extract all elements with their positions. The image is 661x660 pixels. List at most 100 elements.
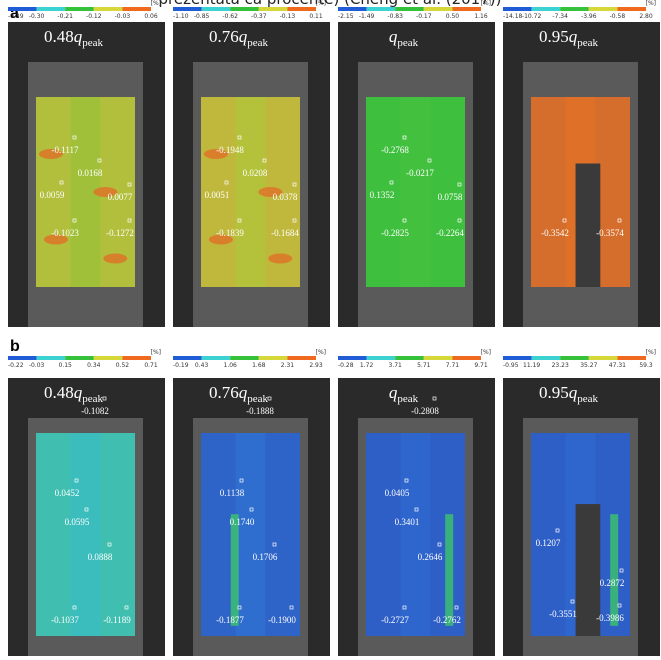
strain-value: 0.0059: [40, 190, 65, 200]
panel: -0.95 11.19 23.23 35.27 47.31 59.3 [%] 0.95qpea…: [503, 349, 660, 656]
colorbar-segment: [93, 356, 123, 360]
measure-point: [562, 218, 567, 223]
strain-spot: [258, 187, 283, 197]
measure-point: [74, 478, 79, 483]
colorbar-tick: 11.19: [523, 362, 540, 369]
measure-point: [570, 599, 575, 604]
colorbar-tick: 2.80: [639, 13, 653, 20]
panel-label: a: [10, 5, 19, 22]
title-sub: peak: [397, 37, 418, 49]
panel-title: 0.76qpeak: [209, 383, 269, 405]
measure-point: [292, 182, 297, 187]
measure-point: [617, 218, 622, 223]
strain-value: 0.1740: [230, 517, 255, 527]
title-q: q: [389, 27, 398, 46]
measure-point: [224, 180, 229, 185]
colorbar-segment: [230, 7, 259, 11]
colorbar-tick: -0.83: [387, 13, 403, 20]
colorbar-segment: [201, 7, 231, 11]
panel: -0.39 -0.30 -0.21 -0.12 -0.03 0.06 [%] 0.48qpea…: [8, 0, 165, 327]
colorbar-unit: [%]: [151, 349, 161, 356]
colorbar-tick: 0.06: [144, 13, 158, 20]
strain-value: -0.2727: [381, 615, 409, 625]
measure-point: [124, 605, 129, 610]
panel-title: 0.95qpeak: [539, 27, 599, 49]
title-q: q: [569, 27, 578, 46]
strain-field-band: [400, 97, 431, 287]
panel-title: qpeak: [389, 383, 419, 405]
strain-value: 0.0208: [243, 168, 268, 178]
colorbar-tick: 1.16: [474, 13, 488, 20]
panel: -0.19 0.43 1.06 1.68 2.31 2.93[%]0.76qpeak-0.…: [173, 349, 330, 656]
colorbar-segment: [287, 7, 316, 11]
colorbar-tick: -0.22: [8, 362, 24, 369]
colorbar-tick: -0.13: [280, 13, 296, 20]
measure-point: [457, 182, 462, 187]
title-q: q: [239, 27, 248, 46]
strain-value: -0.1684: [271, 228, 299, 238]
colorbar-tick: -0.30: [29, 13, 45, 20]
strain-value: -0.2264: [436, 228, 464, 238]
colorbar-tick: -1.10: [173, 13, 189, 20]
strain-value: 0.1352: [370, 190, 395, 200]
measure-point: [127, 182, 132, 187]
measure-point: [84, 507, 89, 512]
measure-point: [262, 158, 267, 163]
strain-field-band: [70, 433, 101, 636]
colorbar-tick: 5.71: [417, 362, 431, 369]
colorbar-segment: [258, 356, 288, 360]
colorbar-tick: 1.06: [224, 362, 238, 369]
title-sub: peak: [82, 37, 103, 49]
colorbar-tick: -0.03: [29, 362, 45, 369]
colorbar-segment: [560, 356, 589, 360]
colorbar-unit: [%]: [481, 0, 491, 7]
title-sub: peak: [247, 393, 268, 405]
measure-point: [237, 135, 242, 140]
measure-point: [555, 528, 560, 533]
colorbar-tick: -0.21: [57, 13, 73, 20]
panel: -14.18 -10.72 -7.34 -3.96 -0.58 2.80 [%] 0.95qp…: [503, 0, 660, 327]
strain-value: -0.1948: [216, 145, 244, 155]
title-coef: 0.76: [209, 27, 239, 46]
colorbar-unit: [%]: [151, 0, 161, 7]
measure-point: [127, 218, 132, 223]
strain-value: 0.1138: [220, 488, 245, 498]
panel-title: qpeak: [389, 27, 419, 49]
colorbar-segment: [423, 356, 453, 360]
colorbar-segment: [65, 356, 94, 360]
colorbar-segment: [531, 356, 561, 360]
strain-value: -0.1888: [246, 406, 274, 416]
colorbar-tick: -0.58: [610, 13, 626, 20]
strain-value: -0.1839: [216, 228, 244, 238]
strain-value: 0.0378: [273, 192, 298, 202]
title-sub: peak: [577, 393, 598, 405]
measure-point: [402, 218, 407, 223]
colorbar-tick: -3.96: [581, 13, 597, 20]
strain-value: 0.0405: [385, 488, 410, 498]
strain-value: -0.1877: [216, 615, 244, 625]
colorbar-segment: [122, 7, 151, 11]
colorbar-segment: [395, 356, 424, 360]
colorbar-segment: [36, 7, 66, 11]
strain-value: -0.2808: [411, 406, 439, 416]
strain-value: 0.0051: [205, 190, 230, 200]
strain-value: 0.0595: [65, 517, 90, 527]
measure-point: [272, 542, 277, 547]
measure-point: [402, 135, 407, 140]
strain-value: 0.1207: [536, 538, 561, 548]
title-q: q: [74, 383, 83, 402]
strain-value: -0.0217: [406, 168, 434, 178]
colorbar-segment: [201, 356, 231, 360]
colorbar-segment: [617, 356, 646, 360]
strain-value: -0.1023: [51, 228, 79, 238]
colorbar-segment: [423, 7, 453, 11]
colorbar-tick: -14.18: [503, 13, 523, 20]
strain-spot: [93, 187, 118, 197]
measure-point: [237, 218, 242, 223]
strain-value: -0.3986: [596, 613, 624, 623]
measure-point: [237, 605, 242, 610]
measure-point: [402, 605, 407, 610]
crack-gap: [575, 504, 601, 636]
colorbar-segment: [588, 7, 618, 11]
title-sub: peak: [397, 393, 418, 405]
